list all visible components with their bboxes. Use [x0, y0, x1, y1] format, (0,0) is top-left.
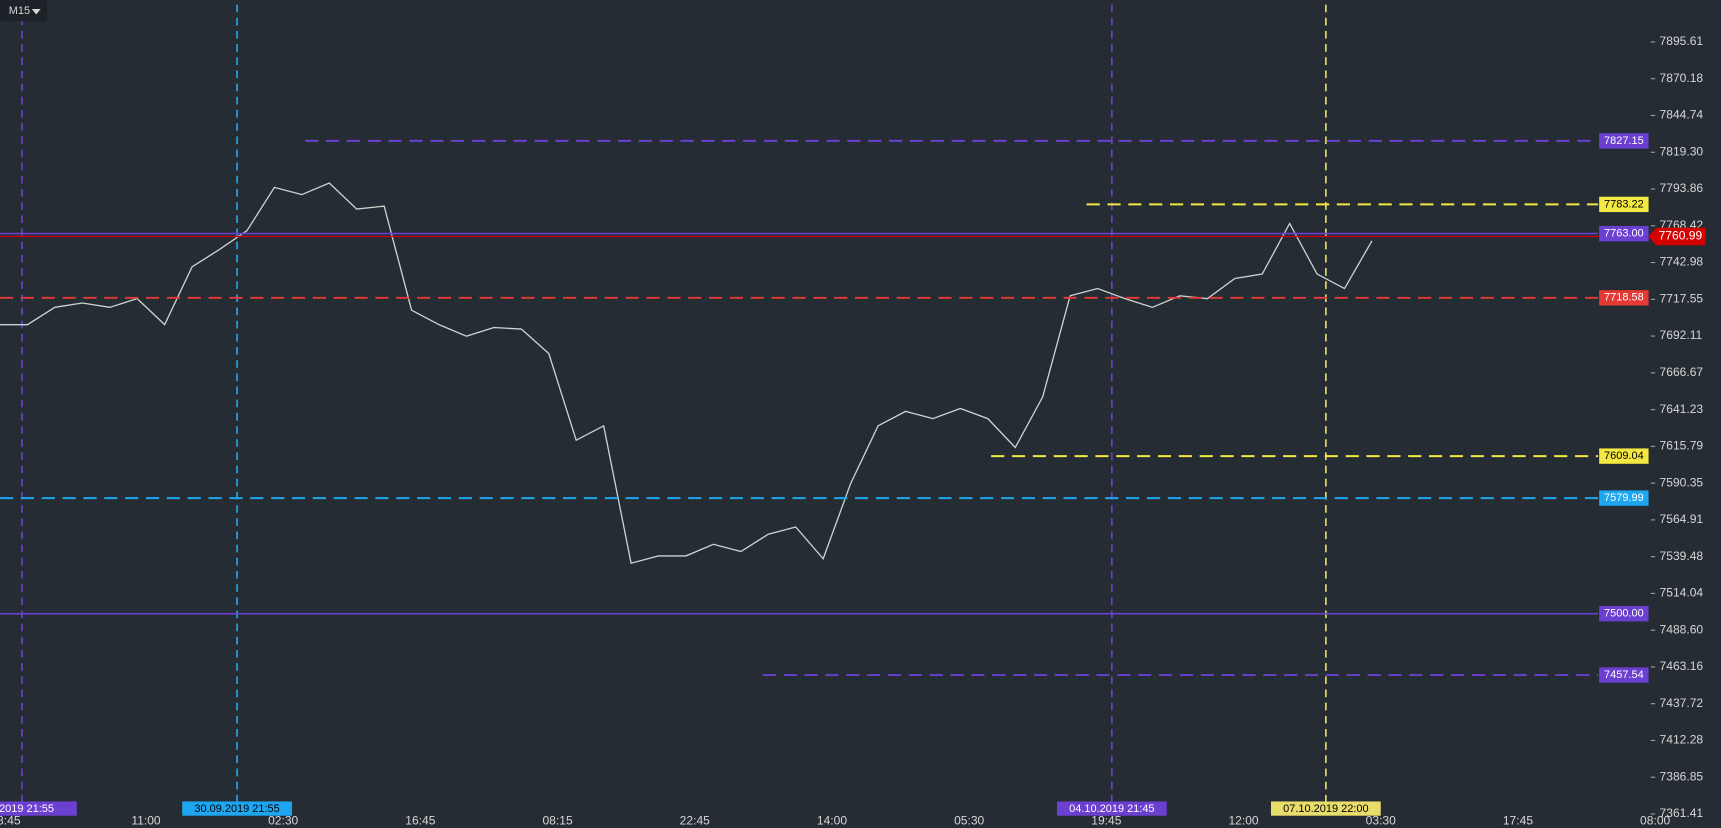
marker-badge	[0, 801, 77, 816]
level-label: 7718.58	[1604, 292, 1644, 304]
marker-label: 07.10.2019 22:00	[1283, 803, 1368, 815]
y-tick-label: 7692.11	[1660, 328, 1703, 342]
level-badge	[1599, 290, 1649, 306]
x-tick-label: 05:30	[954, 813, 984, 827]
x-tick-label: 16:45	[405, 813, 435, 827]
marker-badge	[1056, 801, 1167, 816]
level-label: 7609.04	[1604, 450, 1644, 462]
level-badge	[1599, 225, 1649, 242]
marker-label: 30.09.2019 21:55	[194, 803, 279, 815]
x-tick-label: 02:30	[268, 813, 298, 827]
y-tick-label: 7564.91	[1660, 512, 1704, 526]
level-badge	[1599, 196, 1649, 213]
dropdown-arrow	[31, 8, 41, 15]
level-badge	[1599, 448, 1649, 464]
level-label: 7579.99	[1604, 492, 1644, 504]
y-tick-label: 7819.30	[1660, 144, 1704, 158]
marker-label: 9.2019 21:55	[0, 803, 54, 815]
y-tick-label: 7742.98	[1660, 255, 1704, 269]
marker-label: 04.10.2019 21:45	[1069, 803, 1154, 815]
timeframe[interactable]: M15	[9, 5, 30, 17]
level-badge	[1599, 606, 1649, 622]
level-label: 7457.54	[1604, 669, 1644, 681]
marker-badge	[1270, 801, 1381, 816]
y-tick-label: 7641.23	[1660, 402, 1704, 416]
level-badge	[1599, 133, 1649, 149]
level-label: 7500.00	[1604, 608, 1644, 620]
marker-badge	[182, 801, 292, 816]
y-tick-label: 7412.28	[1660, 733, 1704, 747]
x-tick-label: 12:00	[1228, 813, 1258, 827]
y-tick-label: 7386.85	[1660, 769, 1704, 783]
x-tick-label: 11:00	[131, 813, 161, 827]
level-label: 7827.15	[1604, 135, 1644, 147]
level-label: 7783.22	[1604, 198, 1644, 210]
y-tick-label: 7666.67	[1660, 365, 1704, 379]
price-line	[0, 182, 1373, 564]
y-tick-label: 7717.55	[1660, 291, 1704, 305]
x-tick-label: 17:45	[1503, 813, 1533, 827]
x-tick-label: 14:00	[817, 813, 847, 827]
x-tick-label: 08:00	[1640, 813, 1670, 827]
level-badge	[1599, 490, 1649, 506]
x-tick-label: 08:15	[542, 813, 572, 827]
y-tick-label: 7463.16	[1660, 659, 1704, 673]
level-label: 7763.00	[1604, 228, 1644, 240]
x-tick-label: 03:30	[1366, 813, 1396, 827]
y-tick-label: 7539.48	[1660, 549, 1704, 563]
level-badge	[1599, 667, 1649, 683]
x-tick-label: 8:45	[0, 813, 21, 827]
timeframe-button[interactable]	[0, 0, 48, 22]
y-tick-label: 7615.79	[1660, 439, 1704, 453]
x-tick-label: 19:45	[1091, 813, 1121, 827]
y-tick-label: 7514.04	[1660, 586, 1704, 600]
y-tick-label: 7793.86	[1660, 181, 1704, 195]
y-tick-label: 7590.35	[1660, 475, 1704, 489]
x-tick-label: 22:45	[680, 813, 710, 827]
y-tick-label: 7895.61	[1660, 34, 1704, 48]
y-tick-label: 7870.18	[1660, 71, 1704, 85]
y-tick-label: 7844.74	[1660, 108, 1704, 122]
last-price-badge	[1648, 227, 1706, 246]
last-price-label: 7760.99	[1659, 229, 1703, 243]
y-tick-label: 7488.60	[1660, 622, 1704, 636]
y-tick-label: 7361.41	[1660, 806, 1704, 820]
y-tick-label: 7437.72	[1660, 696, 1704, 710]
